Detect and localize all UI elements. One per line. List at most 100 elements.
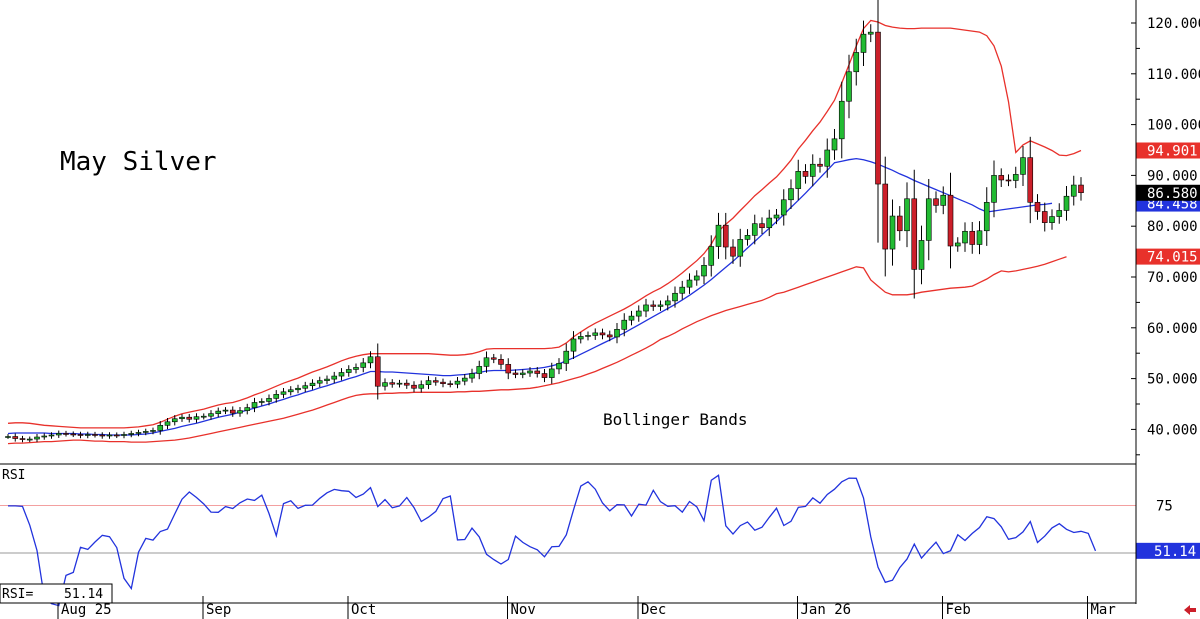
candle-body <box>882 183 889 250</box>
candle-body <box>237 410 243 414</box>
candle-body <box>70 433 77 436</box>
candle-body <box>1005 179 1012 182</box>
x-tick-label: Aug 25 <box>61 602 112 618</box>
candle-body <box>396 382 403 385</box>
candle-body <box>954 242 961 247</box>
candle-body <box>599 332 606 336</box>
candle-body <box>193 416 200 420</box>
candle-body <box>911 198 918 270</box>
candle-body <box>244 407 251 411</box>
candle-body <box>570 338 577 352</box>
candle-body <box>1070 184 1077 197</box>
y-tick-label: 60.000 <box>1147 321 1198 337</box>
candle-body <box>1078 184 1084 193</box>
candle-body <box>345 369 352 373</box>
candle-body <box>505 364 512 374</box>
candle-body <box>889 215 896 250</box>
candle-body <box>730 246 736 257</box>
x-tick-label: Oct <box>351 602 376 618</box>
last-price-badge-box <box>1136 184 1200 201</box>
candle-body <box>679 286 686 294</box>
y-tick-label: 80.000 <box>1147 219 1198 235</box>
candle-body <box>418 384 425 389</box>
y-tick-label: 100.000 <box>1147 118 1200 134</box>
candle-body <box>5 436 11 438</box>
candle-body <box>541 373 548 378</box>
candle-body <box>918 240 925 270</box>
candle-body <box>208 413 214 417</box>
rsi-last-badge: 51.14 <box>1154 544 1196 560</box>
candle-body <box>1049 216 1055 223</box>
candle-body <box>179 416 185 420</box>
candle-body <box>672 292 678 302</box>
candle-body <box>150 430 156 432</box>
candle-body <box>55 433 62 436</box>
candle-body <box>454 380 461 385</box>
candle-body <box>766 217 773 229</box>
scroll-left-arrow-icon[interactable] <box>1184 605 1196 615</box>
candle-body <box>425 380 432 385</box>
candle-body <box>1056 210 1063 217</box>
candle-body <box>106 434 113 437</box>
candle-body <box>809 163 816 177</box>
candle-body <box>577 336 584 340</box>
candle-body <box>853 52 860 73</box>
candle-body <box>802 171 809 177</box>
candle-body <box>164 421 171 426</box>
candle-body <box>63 433 69 435</box>
candle-body <box>1012 174 1019 181</box>
candle-body <box>498 358 504 365</box>
upper-band-line <box>7 19 1082 429</box>
candle-body <box>780 199 787 216</box>
price-badge-0: 94.901 <box>1147 144 1198 160</box>
candle-body <box>1020 157 1026 175</box>
candle-body <box>933 198 939 206</box>
candle-body <box>701 265 707 277</box>
candle-body <box>403 382 410 386</box>
candle-body <box>1063 195 1070 211</box>
candle-body <box>693 275 700 281</box>
price-badge-0-box <box>1136 142 1200 159</box>
candle-body <box>222 409 229 412</box>
price-badge-2-box <box>1136 248 1200 265</box>
candle-body <box>266 398 272 402</box>
candle-body <box>135 432 142 434</box>
candle-body <box>657 304 664 307</box>
x-tick-label: Dec <box>641 602 666 618</box>
price-badge-2: 74.015 <box>1147 250 1198 266</box>
candle-body <box>976 230 983 245</box>
candle-body <box>215 410 222 414</box>
candle-body <box>367 356 374 364</box>
candle-body <box>795 171 802 189</box>
candle-body <box>1041 211 1048 223</box>
y-tick-label: 90.000 <box>1147 168 1198 184</box>
candle-body <box>92 434 98 436</box>
rsi-panel <box>0 474 1136 607</box>
candle-body <box>287 389 294 393</box>
candle-body <box>171 418 178 423</box>
candle-body <box>48 434 55 437</box>
candle-body <box>925 198 932 241</box>
candle-body <box>389 382 396 385</box>
candle-body <box>200 415 207 418</box>
candle-body <box>969 230 976 245</box>
candle-body <box>983 202 990 232</box>
candle-body <box>128 433 135 435</box>
candle-body <box>592 332 599 336</box>
candle-body <box>759 223 765 229</box>
candle-body <box>476 366 483 374</box>
candle-body <box>824 149 831 167</box>
rsi-value-label: RSI= <box>2 587 33 602</box>
x-axis: Aug 25 Sep Oct Nov Dec Jan 26 Feb Mar <box>57 596 1116 619</box>
candle-body <box>527 370 533 374</box>
rsi-y-tick-label: 75 <box>1156 499 1173 515</box>
candle-body <box>686 279 693 288</box>
candle-body <box>411 384 417 389</box>
rsi-value: 51.14 <box>64 587 103 602</box>
candle-body <box>867 31 874 35</box>
candle-body <box>229 409 236 414</box>
candle-body <box>519 372 526 375</box>
y-tick-label: 120.000 <box>1147 16 1200 32</box>
candle-body <box>635 310 642 317</box>
